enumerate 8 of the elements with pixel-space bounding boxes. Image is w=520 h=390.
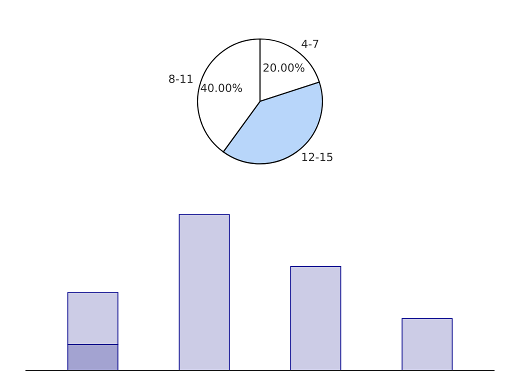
data-label: 20.00% — [263, 63, 304, 72]
bar — [290, 266, 342, 370]
bar — [402, 318, 453, 370]
slice-label: 4-7 — [302, 40, 318, 48]
data-label: 40.00% — [200, 84, 242, 92]
bar — [178, 214, 230, 370]
slice-label: 8-11 — [169, 74, 193, 84]
slice-label: 12-15 — [302, 152, 332, 162]
